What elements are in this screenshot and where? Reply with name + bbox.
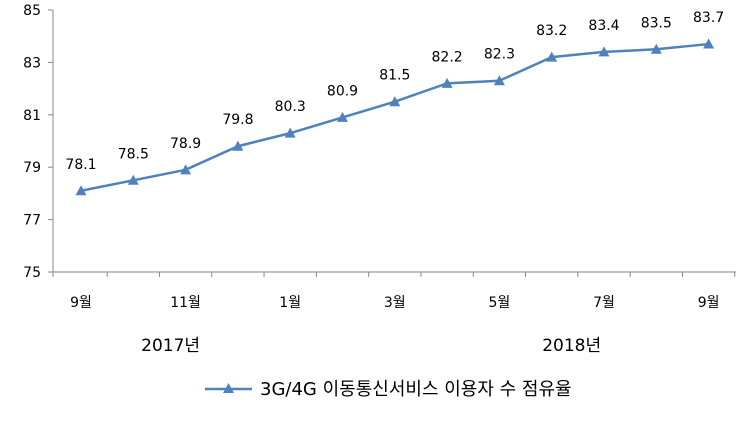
data-point-marker (75, 185, 87, 196)
data-point-marker (180, 164, 192, 175)
year-labels: 2017년 2018년 (141, 336, 601, 356)
y-tick-label: 77 (23, 213, 41, 229)
data-point-marker (546, 51, 558, 62)
data-label: 83.2 (536, 23, 567, 39)
x-tick-label: 11월 (170, 295, 201, 311)
data-label: 78.1 (65, 157, 96, 173)
year-label: 2017년 (141, 336, 200, 356)
y-tick-label: 81 (23, 108, 41, 124)
data-point-marker (284, 127, 296, 138)
y-tick-label: 83 (23, 55, 41, 71)
legend: 3G/4G 이동통신서비스 이용자 수 점유율 (205, 379, 572, 400)
x-tick-label: 7월 (593, 295, 615, 311)
x-tick-label: 5월 (489, 295, 511, 311)
x-axis: 9월 11월 1월 3월 5월 7월 9월 (52, 271, 736, 311)
data-label: 82.2 (432, 49, 463, 65)
legend-triangle-marker (223, 383, 234, 393)
data-label: 78.9 (170, 136, 201, 152)
y-tick-label: 85 (23, 3, 41, 19)
series-layer: 78.1 78.5 78.9 79.8 80.3 80.9 81.5 82.2 82.3 83.2… (65, 10, 724, 196)
data-label: 83.5 (641, 15, 672, 31)
data-label: 81.5 (379, 68, 410, 84)
y-tick-label: 75 (23, 265, 41, 281)
x-tick-label: 9월 (70, 295, 92, 311)
x-tick-label: 3월 (384, 295, 406, 311)
data-point-marker (493, 75, 505, 86)
data-label: 83.4 (588, 18, 619, 34)
data-label: 78.5 (118, 146, 149, 162)
data-point-marker (127, 174, 139, 185)
data-point-marker (337, 111, 348, 122)
data-label: 83.7 (693, 10, 724, 26)
data-point-marker (703, 38, 715, 49)
year-label: 2018년 (542, 336, 601, 356)
data-point-marker (389, 96, 401, 107)
data-point-marker (232, 140, 244, 151)
y-tick-label: 79 (23, 160, 41, 176)
data-label: 80.9 (327, 83, 358, 99)
data-label: 80.3 (275, 99, 306, 115)
data-label: 79.8 (222, 112, 253, 128)
data-point-marker (441, 77, 453, 88)
y-axis: 75 77 79 81 83 85 (23, 3, 54, 281)
data-label: 82.3 (484, 47, 515, 63)
x-tick-label: 1월 (279, 295, 301, 311)
data-point-marker (598, 46, 610, 57)
x-tick-label: 9월 (698, 295, 720, 311)
series-line (80, 42, 709, 193)
legend-label: 3G/4G 이동통신서비스 이용자 수 점유율 (260, 379, 572, 400)
data-point-marker (650, 43, 662, 54)
